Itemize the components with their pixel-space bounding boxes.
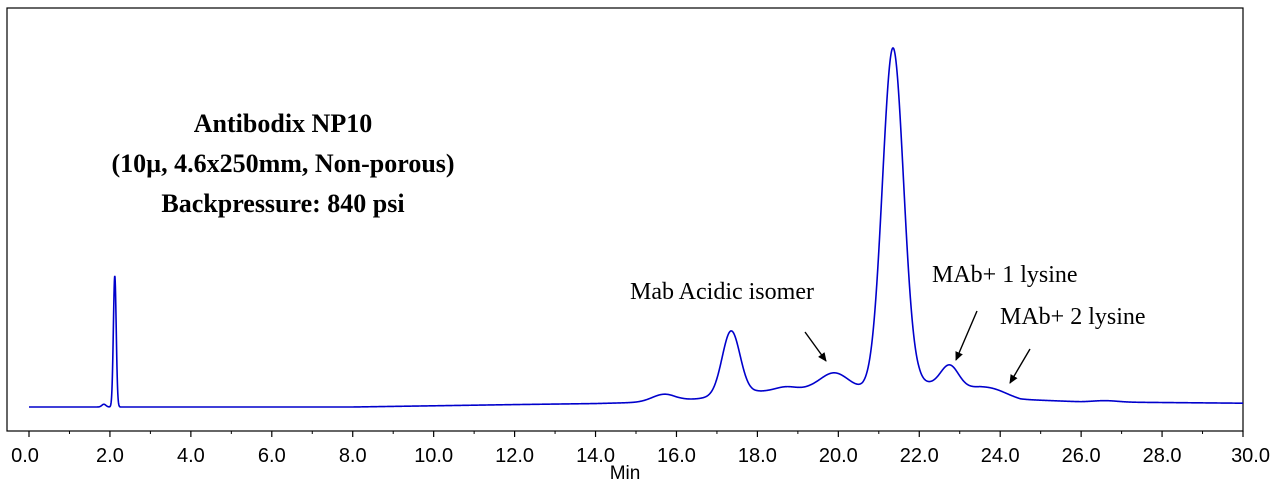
x-tick-label: 14.0 [576,445,615,467]
x-tick-label: 8.0 [339,445,367,467]
annotation-lysine-2-label: MAb+ 2 lysine [1000,304,1146,330]
x-tick-label: 10.0 [414,445,453,467]
annotation-lysine-2-arrow [1009,348,1031,384]
x-tick-label: 6.0 [258,445,286,467]
info-line-2: (10µ, 4.6x250mm, Non-porous) [111,149,454,178]
x-tick-label: 22.0 [900,445,939,467]
x-tick-label: 28.0 [1143,445,1182,467]
x-tick-label: 4.0 [177,445,205,467]
x-axis-title: Min [610,463,641,483]
x-tick-label: 24.0 [981,445,1020,467]
info-line-3: Backpressure: 840 psi [161,189,404,218]
x-axis-ticks [28,431,1244,437]
x-tick-label: 18.0 [738,445,777,467]
annotation-acidic-isomer-label: Mab Acidic isomer [630,279,814,305]
chromatogram-trace [29,47,1243,408]
x-tick-label: 20.0 [819,445,858,467]
info-line-1: Antibodix NP10 [194,109,372,138]
x-tick-label: 0.0 [11,445,39,467]
x-tick-label: 16.0 [657,445,696,467]
x-tick-label: 26.0 [1062,445,1101,467]
annotation-lysine-1-arrow [955,310,978,361]
annotation-acidic-isomer-arrow [804,331,827,362]
x-axis-tick-labels: 0.0 2.0 4.0 6.0 8.0 10.0 12.0 14.0 16.0 18.0 20.0 2… [11,445,1270,467]
x-tick-label: 12.0 [495,445,534,467]
x-tick-label: 30.0 [1231,445,1270,467]
annotation-lysine-1-label: MAb+ 1 lysine [932,262,1078,288]
plot-frame [6,7,1244,432]
x-tick-label: 2.0 [96,445,124,467]
